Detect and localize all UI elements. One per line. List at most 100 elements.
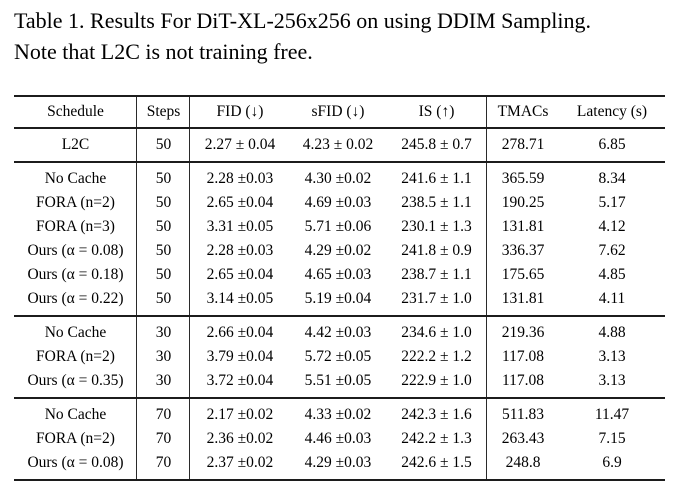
table-cell: 4.12 bbox=[598, 218, 626, 235]
table-cell: No Cache bbox=[44, 406, 107, 423]
table-cell: 131.81 bbox=[501, 290, 545, 307]
table-cell: 4.46 ±0.03 bbox=[304, 430, 372, 447]
table-cell: 70 bbox=[155, 430, 172, 447]
table-cell: 4.33 ±0.02 bbox=[304, 406, 372, 423]
caption-line-1: Table 1. Results For DiT-XL-256x256 on u… bbox=[14, 8, 591, 33]
table-cell: 4.88 bbox=[598, 324, 626, 341]
table-cell: 511.83 bbox=[501, 406, 545, 423]
table-cell: 4.29 ±0.02 bbox=[304, 242, 372, 259]
table-cell: No Cache bbox=[44, 170, 107, 187]
column-header-sfid: sFID (↓) bbox=[311, 103, 365, 120]
table-cell: 7.62 bbox=[598, 242, 626, 259]
table-top-rule bbox=[14, 95, 665, 97]
column-divider bbox=[486, 129, 487, 161]
table-row: No Cache 50 2.28 ±0.03 4.30 ±0.02 241.6 ± 1.… bbox=[14, 167, 665, 191]
table-cell: 30 bbox=[155, 348, 172, 365]
table-row: Ours (α = 0.08) 70 2.37 ±0.02 4.29 ±0.03 242… bbox=[14, 451, 665, 475]
column-divider bbox=[189, 317, 190, 397]
section-rule bbox=[14, 315, 665, 317]
section-rule bbox=[14, 161, 665, 163]
table-cell: 5.71 ±0.06 bbox=[304, 218, 372, 235]
column-divider bbox=[136, 317, 137, 397]
table-row: Ours (α = 0.18) 50 2.65 ±0.04 4.65 ±0.03 238… bbox=[14, 263, 665, 287]
table-cell: L2C bbox=[61, 136, 90, 153]
table-cell: 4.30 ±0.02 bbox=[304, 170, 372, 187]
table-cell: 3.79 ±0.04 bbox=[206, 348, 274, 365]
table-cell: No Cache bbox=[44, 324, 107, 341]
column-header-tmacs: TMACs bbox=[497, 103, 549, 120]
table-cell: 70 bbox=[155, 406, 172, 423]
table-cell: 50 bbox=[155, 242, 172, 259]
table-cell: Ours (α = 0.22) bbox=[27, 290, 124, 307]
table-cell: 8.34 bbox=[598, 170, 626, 187]
table-row: FORA (n=3) 50 3.31 ±0.05 5.71 ±0.06 230.1 ± … bbox=[14, 215, 665, 239]
table-cell: 4.85 bbox=[598, 266, 626, 283]
column-header-latency: Latency (s) bbox=[576, 103, 648, 120]
table-row: FORA (n=2) 30 3.79 ±0.04 5.72 ±0.05 222.2 ± … bbox=[14, 345, 665, 369]
section-rule bbox=[14, 397, 665, 399]
table-cell: 11.47 bbox=[594, 406, 630, 423]
table-cell: 6.9 bbox=[602, 454, 622, 471]
table-cell: 3.13 bbox=[598, 372, 626, 389]
table-row: L2C 50 2.27 ± 0.04 4.23 ± 0.02 245.8 ± 0.7 27… bbox=[14, 133, 665, 157]
table-section: No Cache 50 2.28 ±0.03 4.30 ±0.02 241.6 ± 1.… bbox=[14, 163, 665, 315]
table-row: No Cache 30 2.66 ±0.04 4.42 ±0.03 234.6 ± 1.… bbox=[14, 321, 665, 345]
column-header-schedule: Schedule bbox=[47, 103, 104, 120]
table-section: No Cache 30 2.66 ±0.04 4.42 ±0.03 234.6 ± 1.… bbox=[14, 317, 665, 397]
table-cell: 3.31 ±0.05 bbox=[206, 218, 274, 235]
table-section: L2C 50 2.27 ± 0.04 4.23 ± 0.02 245.8 ± 0.7 27… bbox=[14, 129, 665, 161]
table-row: Ours (α = 0.08) 50 2.28 ±0.03 4.29 ±0.02 241… bbox=[14, 239, 665, 263]
table-cell: 5.17 bbox=[598, 194, 626, 211]
header-bottom-rule bbox=[14, 127, 665, 129]
table-row: Ours (α = 0.35) 30 3.72 ±0.04 5.51 ±0.05 222… bbox=[14, 369, 665, 393]
table-cell: 4.23 ± 0.02 bbox=[302, 136, 374, 153]
table-cell: 70 bbox=[155, 454, 172, 471]
table-cell: 5.51 ±0.05 bbox=[304, 372, 372, 389]
table-section: No Cache 70 2.17 ±0.02 4.33 ±0.02 242.3 ± 1.… bbox=[14, 399, 665, 479]
table-cell: Ours (α = 0.08) bbox=[27, 242, 124, 259]
column-divider bbox=[136, 97, 137, 127]
table-cell: 4.65 ±0.03 bbox=[304, 266, 372, 283]
table-cell: 5.72 ±0.05 bbox=[304, 348, 372, 365]
table-cell: 2.36 ±0.02 bbox=[206, 430, 274, 447]
table-cell: 278.71 bbox=[501, 136, 545, 153]
column-divider bbox=[486, 317, 487, 397]
table-cell: 2.65 ±0.04 bbox=[206, 194, 274, 211]
table-cell: FORA (n=2) bbox=[36, 430, 115, 447]
table-cell: 234.6 ± 1.0 bbox=[401, 324, 472, 341]
table-cell: 248.8 bbox=[505, 454, 541, 471]
table-cell: 5.19 ±0.04 bbox=[304, 290, 372, 307]
table-cell: Ours (α = 0.18) bbox=[27, 266, 124, 283]
table-cell: 2.28 ±0.03 bbox=[206, 242, 274, 259]
results-table: Schedule Steps FID (↓) sFID (↓) IS (↑) T… bbox=[14, 95, 665, 481]
table-cell: 50 bbox=[155, 218, 172, 235]
table-cell: 4.69 ±0.03 bbox=[304, 194, 372, 211]
table-cell: 190.25 bbox=[501, 194, 545, 211]
column-divider bbox=[189, 399, 190, 479]
table-cell: 242.2 ± 1.3 bbox=[401, 430, 472, 447]
table-cell: 222.9 ± 1.0 bbox=[401, 372, 472, 389]
table-cell: 2.65 ±0.04 bbox=[206, 266, 274, 283]
table-cell: 4.11 bbox=[598, 290, 626, 307]
column-divider bbox=[136, 399, 137, 479]
table-cell: 242.6 ± 1.5 bbox=[401, 454, 472, 471]
table-cell: 4.42 ±0.03 bbox=[304, 324, 372, 341]
table-header-row: Schedule Steps FID (↓) sFID (↓) IS (↑) T… bbox=[14, 97, 665, 127]
table-cell: 2.28 ±0.03 bbox=[206, 170, 274, 187]
table-cell: 2.27 ± 0.04 bbox=[204, 136, 276, 153]
table-cell: 365.59 bbox=[501, 170, 545, 187]
table-cell: 4.29 ±0.03 bbox=[304, 454, 372, 471]
table-cell: 2.17 ±0.02 bbox=[206, 406, 274, 423]
column-divider bbox=[136, 163, 137, 315]
table-cell: 230.1 ± 1.3 bbox=[401, 218, 472, 235]
column-divider bbox=[189, 129, 190, 161]
table-cell: 50 bbox=[155, 194, 172, 211]
table-cell: 175.65 bbox=[501, 266, 545, 283]
table-cell: 50 bbox=[155, 290, 172, 307]
table-cell: 241.6 ± 1.1 bbox=[401, 170, 472, 187]
table-cell: FORA (n=2) bbox=[36, 194, 115, 211]
table-row: FORA (n=2) 50 2.65 ±0.04 4.69 ±0.03 238.5 ± … bbox=[14, 191, 665, 215]
column-divider bbox=[486, 97, 487, 127]
table-cell: 131.81 bbox=[501, 218, 545, 235]
column-header-steps: Steps bbox=[146, 103, 181, 120]
